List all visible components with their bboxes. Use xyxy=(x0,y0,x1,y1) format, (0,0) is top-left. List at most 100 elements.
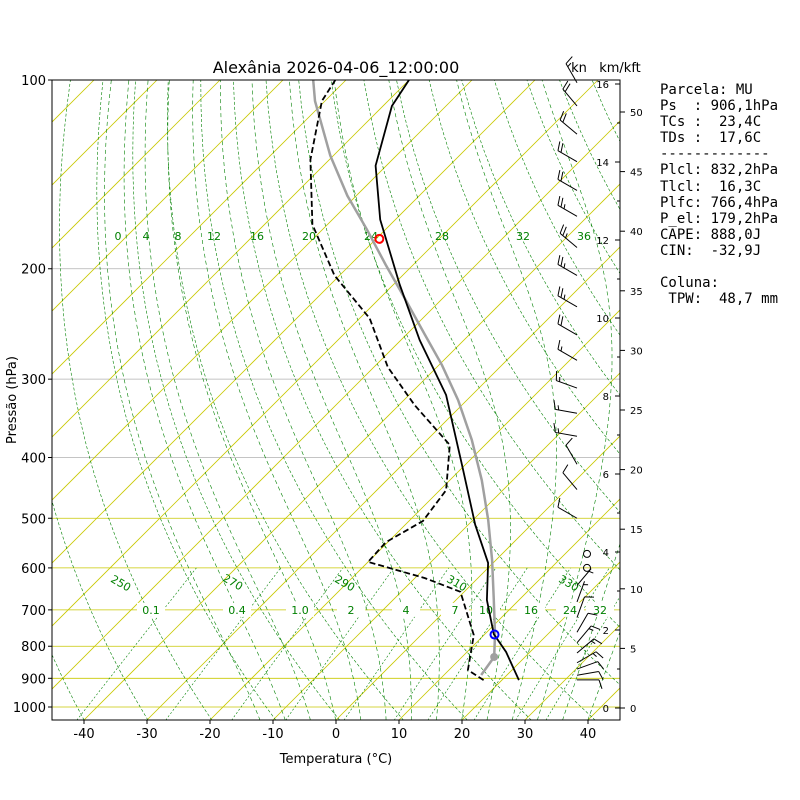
barb-staff xyxy=(559,119,578,135)
el-marker xyxy=(374,233,385,244)
barb-full xyxy=(560,316,564,326)
dry-adiabat-line xyxy=(788,80,800,720)
wind-barb xyxy=(553,399,578,414)
barb-full xyxy=(557,141,561,151)
mixing-ratio-label: 4 xyxy=(403,604,410,617)
moist-adiabat-label: 12 xyxy=(207,230,221,243)
barb-full xyxy=(553,422,556,433)
barb-full xyxy=(557,255,561,265)
mixing-ratio-label: 0.1 xyxy=(142,604,160,617)
barb-staff xyxy=(576,638,595,654)
km-tick-label: 16 xyxy=(596,80,609,91)
isotherm-line xyxy=(52,120,620,690)
info-line: Coluna: xyxy=(660,275,720,292)
barb-full xyxy=(587,612,598,616)
barb-staff xyxy=(557,295,578,308)
dry-adiabat-label: 290 xyxy=(332,573,357,595)
kft-tick-label: 35 xyxy=(630,287,643,298)
km-tick-label: 2 xyxy=(603,626,609,637)
moist-adiabat-label: 0 xyxy=(115,230,122,243)
mixing-ratio-line xyxy=(473,567,571,720)
parcel-info-panel: Parcela: MU Ps : 906,1hPa TCs : 23,4C TDs :… xyxy=(660,82,778,307)
barb-staff xyxy=(557,264,578,276)
wind-barbs xyxy=(553,56,604,689)
info-line: CIN: -32,9J xyxy=(660,242,762,259)
isotherm-line xyxy=(52,80,284,312)
kft-tick-label: 50 xyxy=(630,108,643,119)
barb-full xyxy=(562,464,569,473)
barb-full xyxy=(557,170,561,180)
barb-staff xyxy=(555,431,578,437)
barb-full xyxy=(595,651,604,659)
wind-barb xyxy=(557,255,578,276)
dry-adiabat-line xyxy=(396,80,620,513)
x-tick-label: 10 xyxy=(391,727,408,742)
barb-staff xyxy=(576,661,598,670)
wind-barb xyxy=(576,596,595,618)
dewpoint-curve xyxy=(309,80,485,681)
km-tick-label: 10 xyxy=(596,314,609,325)
isotherm-line xyxy=(83,183,620,720)
wind-barb xyxy=(557,141,578,163)
isotherm-line xyxy=(52,80,473,501)
isotherm-line xyxy=(398,498,620,720)
wind-barb xyxy=(576,625,601,644)
moist-adiabat-line xyxy=(456,80,557,720)
temperature-curve xyxy=(374,80,520,681)
wind-barb xyxy=(576,581,589,603)
calm-wind-circle xyxy=(583,563,591,572)
barb-staff xyxy=(557,178,578,191)
moist-adiabat-line xyxy=(251,80,412,720)
barb-half xyxy=(560,346,563,352)
barb-full xyxy=(565,56,573,64)
axes: -40 -30 -20 -10 0 10 20 30 401002003004005006007… xyxy=(13,74,643,742)
barb-half xyxy=(590,640,596,644)
x-tick-label: 20 xyxy=(454,727,471,742)
wind-barb xyxy=(577,679,603,689)
isotherm-line xyxy=(52,80,158,186)
dry-adiabat-label: 270 xyxy=(220,572,245,594)
label-background xyxy=(337,602,365,617)
dry-adiabat-line xyxy=(428,80,620,455)
mixing-ratio-label: 1.0 xyxy=(291,604,309,617)
wind-barb xyxy=(562,464,578,490)
kft-tick-label: 5 xyxy=(630,644,636,655)
barb-half xyxy=(557,428,560,434)
barb-staff xyxy=(559,232,578,248)
mixing-ratio-line xyxy=(545,596,620,720)
wind-barb xyxy=(559,224,578,248)
wind-barb xyxy=(557,195,578,217)
km-kft-label: km/kft xyxy=(599,61,641,76)
barb-full xyxy=(557,286,561,296)
kft-tick-label: 15 xyxy=(630,525,643,536)
info-line: Tlcl: 16,3C xyxy=(660,178,762,195)
info-line xyxy=(660,259,778,275)
barb-staff xyxy=(556,380,578,389)
y-axis-label: Pressão (hPa) xyxy=(5,356,20,444)
mixing-ratio-label: 24 xyxy=(563,604,577,617)
dry-adiabat-label: 330 xyxy=(556,573,581,595)
barb-staff xyxy=(562,472,578,490)
barb-staff xyxy=(557,506,578,519)
moist-adiabat-line xyxy=(388,80,511,720)
kft-tick-label: 25 xyxy=(630,406,643,417)
mixing-ratio-line xyxy=(231,567,344,720)
dry-adiabat-line xyxy=(52,499,149,720)
mixing-ratio-label: 0.4 xyxy=(228,604,246,617)
label-background xyxy=(517,602,545,617)
x-axis-label: Temperatura (°C) xyxy=(279,752,392,767)
label-background xyxy=(286,602,314,617)
barb-full xyxy=(598,671,604,681)
moist-adiabat-label: 4 xyxy=(143,230,150,243)
moist-adiabat-line xyxy=(289,80,440,720)
wind-barb xyxy=(576,612,598,633)
info-line: Parcela: MU xyxy=(660,82,753,98)
wind-barb xyxy=(557,286,578,308)
x-tick-label: -10 xyxy=(262,727,283,742)
wind-barb xyxy=(576,670,604,681)
label-background xyxy=(137,602,165,617)
isotherm-line xyxy=(52,80,221,249)
dry-adiabat-line xyxy=(59,80,213,720)
barb-full xyxy=(593,638,603,645)
